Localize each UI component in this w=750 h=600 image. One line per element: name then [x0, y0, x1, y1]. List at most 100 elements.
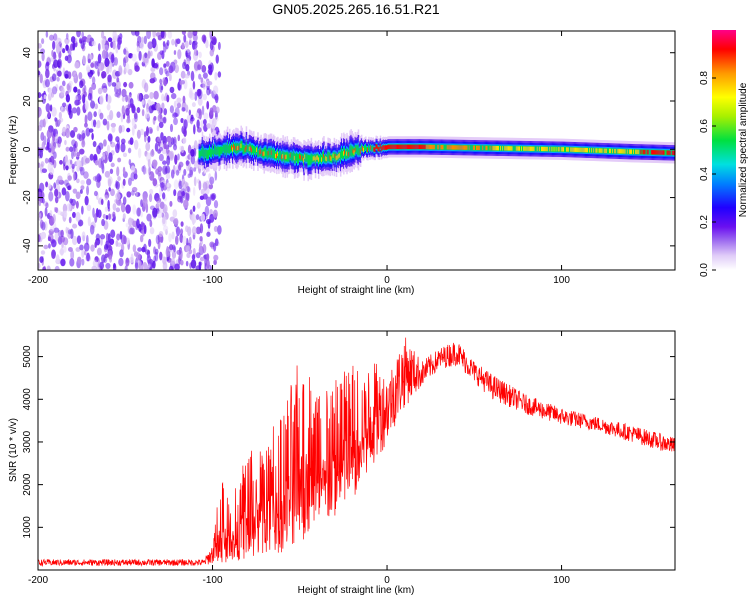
spectrogram-noise-blob	[48, 228, 54, 235]
snr-xtick-label: 0	[384, 575, 390, 586]
spectrogram-track-core	[636, 149, 638, 155]
spectrogram-track-cell	[606, 148, 609, 154]
spectrogram-noise-blob	[206, 87, 211, 96]
spectrogram-noise-blob	[136, 207, 142, 217]
snr-series-line	[38, 337, 675, 568]
spectrogram-track-core	[399, 144, 402, 150]
spectrogram-noise-blob	[44, 157, 49, 164]
spectrogram-noise-blob	[76, 31, 81, 38]
spectrogram-noise-blob	[165, 247, 170, 258]
spectrogram-noise-blob	[112, 40, 116, 50]
spectrogram-track-core	[463, 145, 466, 150]
spectrogram-track-cell	[305, 153, 307, 162]
spectrogram-track-core	[659, 150, 661, 155]
spectrogram-noise-blob	[206, 81, 213, 86]
spectrogram-track-core	[447, 145, 450, 150]
spectrogram-noise-blob	[67, 229, 73, 235]
spectrogram-noise-blob	[170, 92, 177, 100]
spectrogram-track-core	[610, 148, 612, 154]
spectrogram-noise-blob	[75, 247, 81, 252]
spectrogram-track-core	[237, 145, 239, 151]
spectrogram-track-core	[334, 154, 337, 159]
spectrogram-track-core	[492, 145, 495, 151]
spectrogram-noise-blob	[130, 165, 136, 173]
spectrogram-noise-blob	[64, 73, 69, 79]
spectrogram-noise-blob	[108, 213, 112, 220]
spectrogram-track-core	[250, 147, 253, 153]
spectrogram-noise-blob	[128, 256, 134, 264]
snr-panel: -200 -100 0 100 1000 2000 3000 4000 5000 Height …	[8, 330, 676, 596]
spectrogram-track-core	[615, 148, 617, 154]
spectrogram-track-cell	[266, 151, 269, 160]
spectrogram-noise-blob	[39, 219, 44, 229]
spectrogram-track-cell	[349, 146, 351, 157]
spectrogram-noise-blob	[159, 78, 163, 84]
spectrogram-noise-blob	[130, 172, 135, 182]
spectrogram-noise-blob	[100, 237, 103, 246]
spectrogram-track-core	[259, 150, 261, 155]
spectrogram-track-core	[454, 145, 456, 150]
spectrogram-noise-blob	[172, 143, 178, 151]
spectrogram-track-core	[577, 147, 580, 153]
spectrogram-track-cell	[246, 145, 249, 152]
spectrogram-noise-blob	[115, 192, 121, 201]
spectrogram-track-cell	[537, 146, 540, 152]
spectrogram-noise-blob	[121, 105, 125, 115]
spectrogram-track-cell	[279, 150, 281, 159]
spectrogram-noise-blob	[82, 55, 87, 65]
spectrogram-noise-blob	[165, 70, 170, 77]
spectrogram-noise-blob	[197, 64, 201, 71]
spectrogram-noise-blob	[57, 210, 62, 215]
spectrogram-track-cell	[295, 152, 298, 162]
spectrogram-noise-blob	[107, 74, 112, 83]
spectrogram-noise-blob	[102, 87, 108, 93]
spectrogram-track-core	[410, 144, 412, 150]
spectrogram-noise-blob	[185, 50, 188, 58]
spectrogram-noise-blob	[90, 62, 95, 68]
spectrogram-noise-blob	[181, 107, 186, 112]
spectrogram-noise-blob	[120, 202, 126, 213]
spectrogram-noise-blob	[181, 178, 185, 187]
spectrogram-noise-blob	[102, 152, 106, 161]
spectrogram-track-cell	[218, 146, 221, 157]
spectrogram-track-core	[284, 155, 286, 160]
spectrogram-noise-blob	[161, 102, 165, 110]
spectrogram-noise-blob	[117, 175, 121, 182]
spectrogram-noise-blob	[40, 231, 47, 240]
spectrogram-track-core	[344, 149, 346, 155]
spectrogram-track-core	[234, 145, 236, 151]
spectrogram-noise-blob	[207, 68, 213, 75]
spectrogram-track-core	[669, 150, 672, 155]
spectrogram-noise-blob	[198, 180, 202, 191]
spectrogram-track-cell	[481, 145, 483, 151]
spectrogram-track-core	[650, 150, 653, 155]
spectrogram-noise-blob	[69, 146, 74, 152]
spectrogram-noise-blob	[202, 93, 208, 101]
spectrogram-track-core	[303, 158, 305, 163]
spectrogram-track-core	[496, 146, 499, 151]
spectrogram-track-core	[618, 149, 621, 154]
spectrogram-track-core	[450, 145, 453, 150]
spectrogram-noise-blob	[72, 188, 78, 194]
spectrogram-track-cell	[257, 146, 259, 157]
spectrogram-track-core	[601, 148, 604, 153]
spectrogram-noise-blob	[73, 71, 77, 79]
colorbar-tick-label: 0.8	[699, 71, 710, 85]
spectrogram-noise-blob	[209, 213, 215, 223]
spectrogram-noise-blob	[38, 262, 41, 269]
spectrogram-noise-blob	[172, 209, 178, 218]
spectrogram-track-core	[433, 144, 435, 150]
spectrogram-noise-blob	[200, 188, 205, 195]
spectrogram-track-core	[394, 144, 396, 150]
spectrogram-track-cell	[209, 146, 211, 156]
spectrogram-noise-blob	[215, 106, 220, 114]
spectrogram-noise-blob	[182, 190, 185, 199]
spectrogram-noise-blob	[147, 41, 153, 50]
spectrogram-xtick-label: 0	[384, 275, 390, 286]
spectrogram-track-core	[575, 147, 578, 152]
spectrogram-noise-blob	[187, 31, 193, 39]
spectrogram-noise-blob	[62, 80, 66, 87]
spectrogram-noise-blob	[161, 93, 165, 102]
spectrogram-noise-blob	[153, 90, 159, 100]
spectrogram-noise-blob	[104, 253, 109, 259]
